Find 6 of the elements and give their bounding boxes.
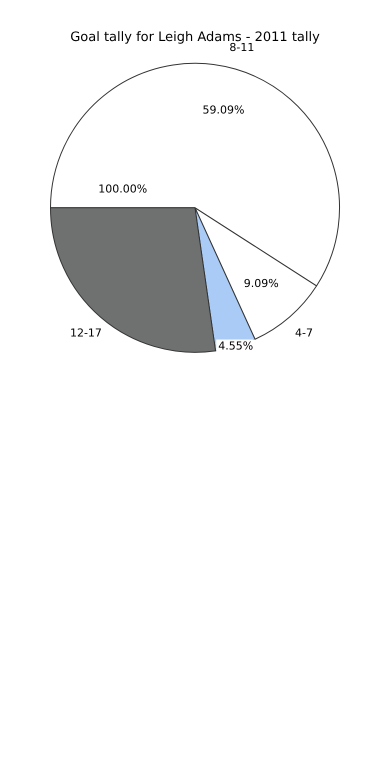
data-label: 59.09%	[202, 104, 244, 117]
data-label: 9.09%	[244, 277, 279, 290]
text: 100.00%	[98, 182, 148, 196]
slice-label: 4-7	[295, 326, 314, 340]
slice-label: 12-17	[70, 326, 102, 340]
data-label: 4.55%	[218, 339, 254, 352]
